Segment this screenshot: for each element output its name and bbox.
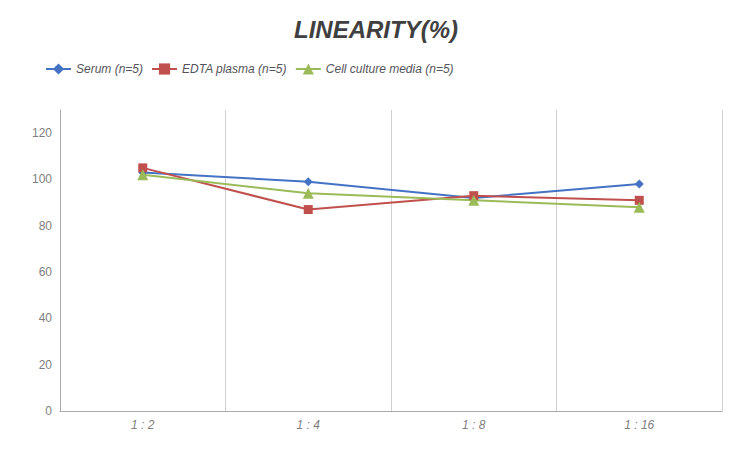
svg-text:100: 100 [32,172,52,186]
svg-text:Cell culture media (n=5): Cell culture media (n=5) [326,62,454,76]
svg-text:EDTA plasma (n=5): EDTA plasma (n=5) [182,62,286,76]
svg-text:1 : 2: 1 : 2 [131,418,155,432]
svg-text:0: 0 [45,404,52,418]
svg-text:LINEARITY(%): LINEARITY(%) [294,16,458,43]
svg-text:40: 40 [39,311,53,325]
svg-text:1 : 8: 1 : 8 [462,418,486,432]
svg-text:80: 80 [39,219,53,233]
svg-text:120: 120 [32,126,52,140]
svg-text:20: 20 [39,358,53,372]
svg-text:1 : 4: 1 : 4 [297,418,321,432]
svg-text:Serum (n=5): Serum (n=5) [76,62,143,76]
svg-text:60: 60 [39,265,53,279]
svg-text:1 : 16: 1 : 16 [624,418,654,432]
